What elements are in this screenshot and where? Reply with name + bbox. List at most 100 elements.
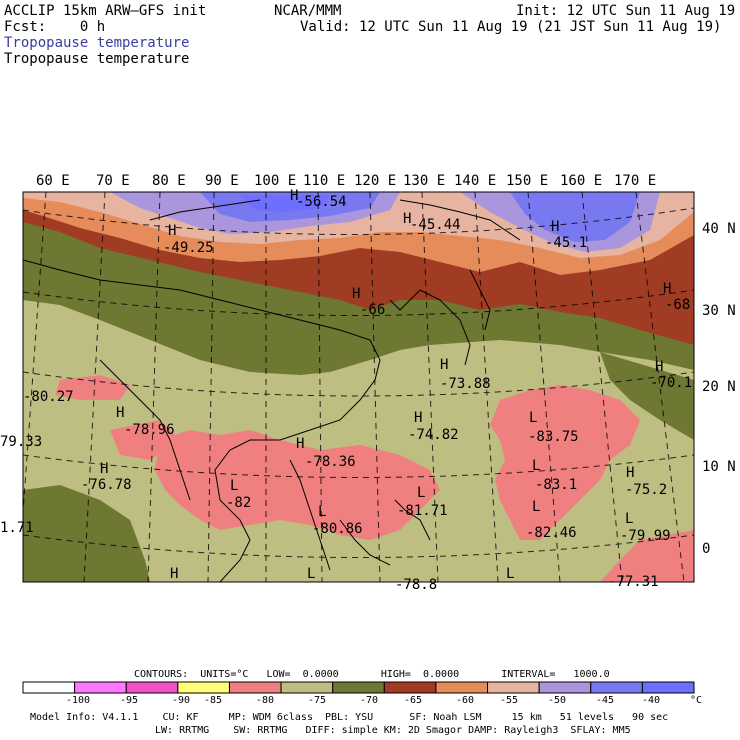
high-marker: H	[168, 223, 176, 239]
colorbar-swatch	[125, 681, 179, 694]
value-label: -82	[226, 495, 252, 511]
lon-label: 80 E	[152, 173, 186, 189]
value-label: -74.82	[408, 427, 459, 443]
lon-label: 70 E	[96, 173, 130, 189]
colorbar-label: -85	[204, 695, 223, 706]
high-marker: H	[170, 566, 178, 582]
colorbar-label: -60	[456, 695, 475, 706]
field-title-contour: Tropopause temperature	[4, 51, 190, 67]
forecast-hour: Fcst: 0 h	[4, 19, 106, 35]
physics-info: LW: RRTMG SW: RRTMG DIFF: simple KM: 2D …	[155, 725, 631, 736]
lon-label: 140 E	[454, 173, 497, 189]
colorbar-swatch	[590, 681, 643, 694]
low-marker: L	[532, 499, 540, 515]
colorbar-label: -55	[500, 695, 519, 706]
high-marker: H	[403, 211, 411, 227]
low-marker: L	[532, 458, 540, 474]
colorbar-label: -75	[308, 695, 327, 706]
value-label: -68	[665, 297, 691, 313]
model-info: Model Info: V4.1.1 CU: KF MP: WDM 6class…	[30, 712, 669, 723]
high-marker: H	[290, 188, 298, 204]
contour-info: CONTOURS: UNITS=°C LOW= 0.0000 HIGH= 0.0…	[134, 669, 610, 680]
high-marker: H	[626, 465, 634, 481]
lon-label: 170 E	[614, 173, 657, 189]
value-label: -82.46	[526, 525, 577, 541]
value-label: -80.86	[312, 521, 363, 537]
model-title: ACCLIP 15km ARW–GFS init	[4, 3, 207, 19]
high-marker: H	[663, 281, 671, 297]
lat-label: 10 N	[702, 459, 736, 475]
low-marker: L	[529, 410, 537, 426]
colorbar-label: -50	[548, 695, 567, 706]
colorbar-unit: °C	[690, 695, 703, 706]
lat-label: 20 N	[702, 379, 736, 395]
low-marker: L	[625, 511, 633, 527]
lon-label: 110 E	[303, 173, 346, 189]
value-label: 1.71	[0, 520, 34, 536]
colorbar-swatch	[435, 681, 489, 694]
init-time: Init: 12 UTC Sun 11 Aug 19	[516, 3, 736, 19]
field-title-shaded: Tropopause temperature	[4, 35, 190, 51]
lon-label: 160 E	[560, 173, 603, 189]
colorbar-label: -95	[120, 695, 139, 706]
value-label: -70.1	[650, 375, 693, 391]
value-label: -75.2	[625, 482, 668, 498]
value-label: -78.8	[395, 577, 438, 593]
value-label: -77.31	[608, 574, 659, 590]
value-label: -80.27	[23, 389, 74, 405]
lon-label: 60 E	[36, 173, 70, 189]
high-marker: H	[440, 357, 448, 373]
colorbar-label: -70	[360, 695, 379, 706]
value-label: -66	[360, 302, 386, 318]
lat-label: 30 N	[702, 303, 736, 319]
lon-label: 100 E	[254, 173, 297, 189]
low-marker: L	[307, 566, 315, 582]
value-label: -56.54	[296, 194, 347, 210]
map-frame	[22, 191, 695, 583]
value-label: -83.75	[528, 429, 579, 445]
value-label: 79.33	[0, 434, 43, 450]
lon-label: 150 E	[506, 173, 549, 189]
colorbar-swatch	[487, 681, 540, 694]
value-label: -76.78	[81, 477, 132, 493]
high-marker: H	[296, 436, 304, 452]
value-label: -78.96	[124, 422, 175, 438]
lon-label: 130 E	[403, 173, 446, 189]
lat-label: 0	[702, 541, 711, 557]
value-label: -81.71	[397, 503, 448, 519]
colorbar-swatch	[280, 681, 334, 694]
colorbar-swatch	[538, 681, 592, 694]
value-label: -78.36	[305, 454, 356, 470]
colorbar-label: -65	[404, 695, 423, 706]
high-marker: H	[116, 405, 124, 421]
high-marker: H	[352, 286, 360, 302]
low-marker: L	[506, 566, 514, 582]
colorbar-label: -45	[596, 695, 615, 706]
high-marker: H	[655, 359, 663, 375]
colorbar-label: -90	[172, 695, 191, 706]
colorbar-label: -40	[642, 695, 661, 706]
colorbar-label: -100	[66, 695, 91, 706]
colorbar-swatch	[641, 681, 695, 694]
colorbar-swatch	[332, 681, 385, 694]
org-label: NCAR/MMM	[274, 3, 342, 19]
lat-label: 40 N	[702, 221, 736, 237]
high-marker: H	[414, 410, 422, 426]
colorbar-swatch	[177, 681, 230, 694]
low-marker: L	[417, 485, 425, 501]
value-label: -73.88	[440, 376, 491, 392]
value-label: -45.1	[545, 235, 588, 251]
low-marker: L	[230, 478, 238, 494]
colorbar-swatch	[22, 681, 76, 694]
high-marker: H	[551, 219, 559, 235]
pressure-markers: H H H H H H H H H H H H H H L L L L L L …	[100, 188, 671, 582]
colorbar-label: -80	[256, 695, 275, 706]
high-marker: H	[100, 461, 108, 477]
value-label: -49.25	[163, 240, 214, 256]
value-label: -79.99	[620, 528, 671, 544]
lon-label: 120 E	[354, 173, 397, 189]
shaded-field	[23, 192, 694, 582]
low-marker: L	[318, 504, 326, 520]
